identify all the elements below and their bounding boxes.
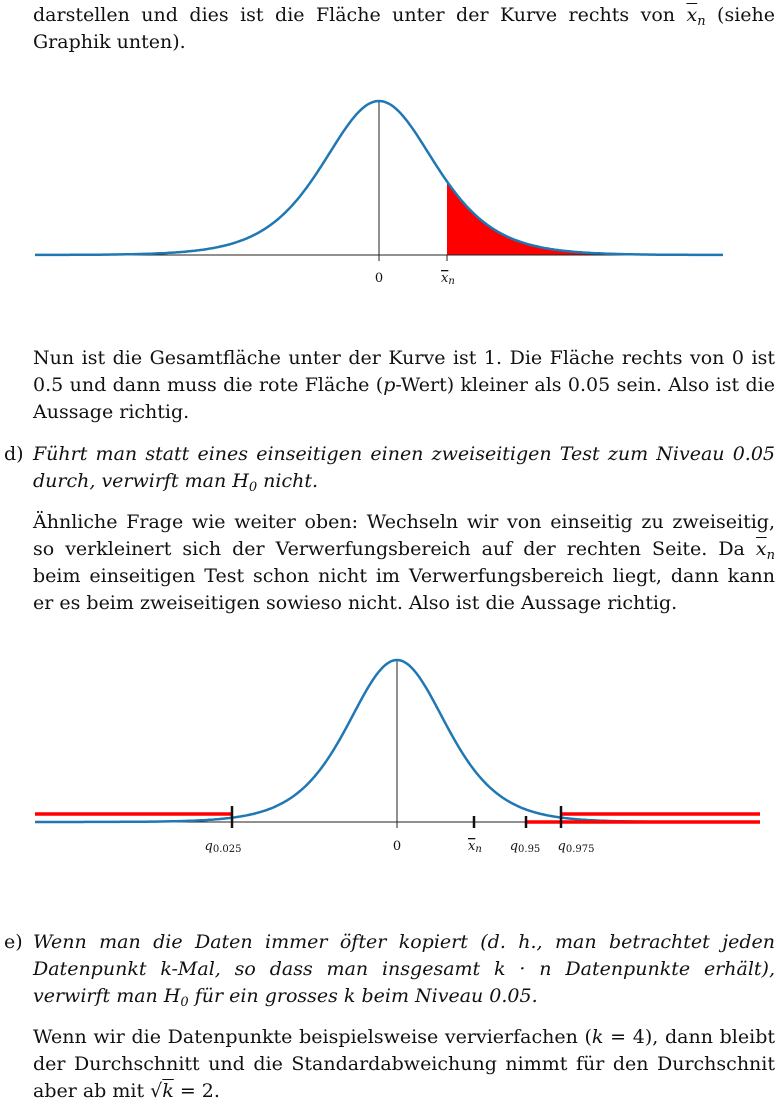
tick-label-xbar: xn: [468, 839, 482, 855]
density-figure-one-sided: 0 xn: [35, 99, 723, 287]
sqrt-k: k: [162, 1080, 174, 1102]
text-run: für ein grosses k beim Niveau 0.05.: [188, 985, 538, 1007]
q-symbol: q: [205, 839, 213, 854]
tick-label-q95: q0.95: [510, 839, 541, 855]
intro-paragraph: darstellen und dies ist die Fläche unter…: [33, 2, 775, 56]
tick-label-q025: q0.025: [205, 839, 242, 855]
subscript: n: [766, 548, 775, 563]
text-run: -Wert) kleiner als 0.05 sein. Also ist d…: [33, 374, 775, 423]
text-run: = 4), dann bleibt der Durchschnitt und d…: [33, 1026, 775, 1102]
xbar-symbol: x: [755, 538, 767, 560]
p-symbol: p: [383, 374, 396, 396]
explanation-paragraph-d: Ähnliche Frage wie weiter oben: Wechseln…: [33, 509, 775, 617]
text-run: Ähnliche Frage wie weiter oben: Wechseln…: [33, 511, 775, 560]
text-run: beim einseitigen Test schon nicht im Ver…: [33, 565, 775, 614]
tick-label-q975: q0.975: [558, 839, 595, 855]
text-run: Wenn man die Daten immer öfter kopiert (…: [33, 931, 775, 1007]
subscript: 0: [180, 995, 189, 1010]
text-run: Nun ist die Gesamtfläche unter der Kurve…: [33, 347, 775, 396]
text-run: Führt man statt eines einseitigen einen …: [33, 443, 775, 492]
statement-e: Wenn man die Daten immer öfter kopiert (…: [33, 929, 775, 1010]
explanation-paragraph-e: Wenn wir die Datenpunkte beispielsweise …: [33, 1024, 775, 1105]
item-label-e: e): [4, 931, 23, 953]
text-run: nicht.: [257, 470, 319, 492]
subscript: n: [475, 844, 481, 855]
subscript: 0: [248, 480, 258, 495]
tick-label-zero: 0: [393, 839, 401, 854]
subscript: n: [448, 276, 454, 287]
subscript: 0.95: [518, 844, 540, 855]
item-label-d: d): [4, 443, 24, 465]
density-figure-two-sided: q0.025 0 xn q0.95 q0.975: [35, 658, 760, 855]
p-value-area: [447, 181, 723, 255]
text-run: (siehe Graphik unten).: [33, 4, 775, 53]
xbar-symbol: x: [686, 4, 698, 26]
xbar-symbol: x: [468, 839, 476, 854]
q-symbol: q: [558, 839, 566, 854]
statement-d: Führt man statt eines einseitigen einen …: [33, 441, 775, 495]
k-symbol: k: [591, 1026, 604, 1048]
xbar-symbol: x: [441, 271, 449, 286]
text-run: darstellen und dies ist die Fläche unter…: [33, 4, 687, 26]
subscript: 0.025: [213, 844, 242, 855]
text-run: Wenn wir die Datenpunkte beispielsweise …: [33, 1026, 592, 1048]
q-symbol: q: [510, 839, 518, 854]
text-run: = 2.: [173, 1080, 220, 1102]
subscript: n: [697, 14, 706, 29]
tick-label-zero: 0: [375, 271, 383, 286]
subscript: 0.975: [566, 844, 595, 855]
density-curve: [35, 99, 723, 257]
tick-label-xbar: xn: [441, 271, 455, 287]
explanation-paragraph-c: Nun ist die Gesamtfläche unter der Kurve…: [33, 345, 775, 426]
